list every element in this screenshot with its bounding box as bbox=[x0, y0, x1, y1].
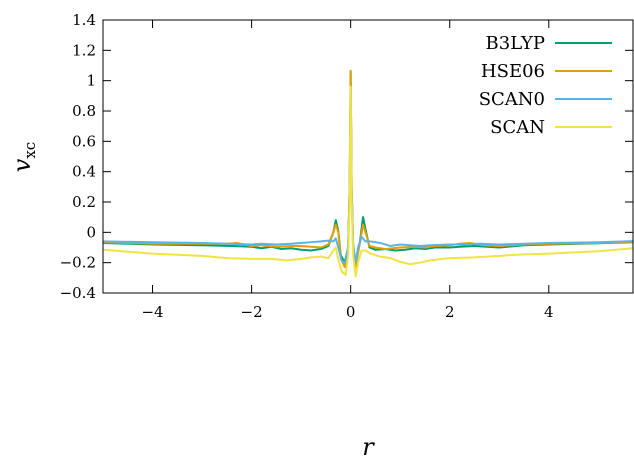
y-tick-label: 0.4 bbox=[72, 163, 96, 181]
legend-label: SCAN0 bbox=[479, 89, 545, 110]
y-tick-label: 0.2 bbox=[72, 193, 96, 211]
y-tick-label: 1.2 bbox=[72, 41, 96, 59]
y-tick-label: −0.4 bbox=[60, 284, 96, 302]
x-tick-label: 0 bbox=[346, 303, 356, 321]
y-tick-label: 1 bbox=[86, 72, 96, 90]
x-tick-label: 2 bbox=[445, 303, 455, 321]
tick-layer: −0.4 −0.2 0 0.2 0.4 0.6 0.8 1 1.2 1.4 −4 −2 0 2 4 bbox=[60, 11, 633, 321]
series-line-hse06 bbox=[103, 69, 633, 269]
series-line-scan bbox=[103, 85, 633, 278]
x-tick-label: −2 bbox=[241, 303, 263, 321]
series-layer bbox=[103, 69, 633, 278]
y-axis-label-sub: xc bbox=[21, 142, 39, 159]
y-axis-label-main: v bbox=[8, 158, 36, 172]
plot-frame bbox=[102, 19, 634, 294]
legend-label: HSE06 bbox=[481, 61, 545, 82]
y-tick-label: 0 bbox=[86, 223, 96, 241]
series-line-b3lyp bbox=[103, 70, 633, 264]
y-tick-label: 1.4 bbox=[72, 11, 96, 29]
x-axis-label: r bbox=[362, 433, 375, 461]
y-tick-label: 0.8 bbox=[72, 102, 96, 120]
legend-label: B3LYP bbox=[486, 33, 545, 54]
x-tick-label: −4 bbox=[141, 303, 163, 321]
x-tick-label: 4 bbox=[544, 303, 554, 321]
legend: B3LYP HSE06 SCAN0 SCAN bbox=[479, 33, 612, 138]
y-axis-label: vxc bbox=[8, 142, 39, 172]
y-tick-label: 0.6 bbox=[72, 132, 96, 150]
y-tick-label: −0.2 bbox=[60, 254, 96, 272]
legend-label: SCAN bbox=[490, 117, 545, 138]
